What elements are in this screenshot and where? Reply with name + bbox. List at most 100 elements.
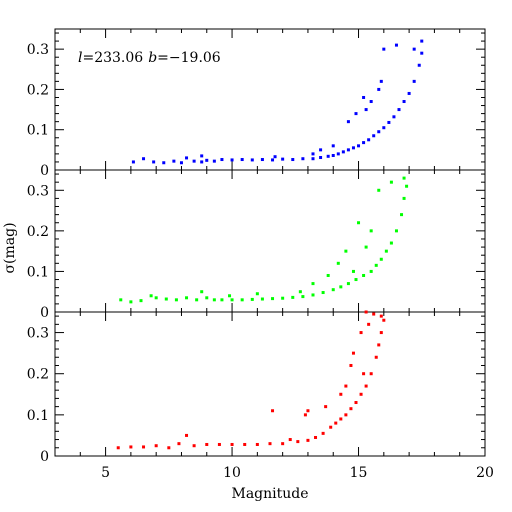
data-point [220,298,224,302]
data-point [174,298,178,302]
data-point [344,384,348,388]
data-point [271,158,275,162]
data-point [167,446,171,450]
data-point [152,160,156,164]
y-tick-label: 0.3 [27,183,49,199]
panel-frame [54,169,486,313]
data-point [142,445,146,449]
data-point [357,221,361,225]
data-point [339,392,343,396]
data-point [129,445,133,449]
data-point [367,138,371,142]
data-point [351,146,355,150]
y-tick-label: 0.2 [27,367,49,383]
data-point [402,196,406,200]
y-tick-label: 0.2 [27,224,49,240]
data-point [154,296,158,300]
data-point [164,297,168,301]
data-point [331,144,335,148]
data-point [369,229,373,233]
data-point [230,298,234,302]
data-point [192,444,196,448]
data-point [291,295,295,299]
y-tick-label: 0.3 [27,326,49,342]
data-point [306,438,310,442]
data-point [326,273,330,277]
data-point [326,154,330,158]
data-point [185,156,189,160]
data-point [334,421,338,425]
data-point [281,157,285,161]
data-point [281,442,285,446]
data-point [374,263,378,267]
data-point [255,292,259,296]
data-point [346,282,350,286]
data-point [142,157,146,161]
data-point [311,293,315,297]
data-point [412,47,416,51]
data-point [311,282,315,286]
data-point [389,241,393,245]
data-point [351,269,355,273]
x-tick-label: 10 [223,465,241,481]
data-point [359,392,363,396]
data-point [205,442,209,446]
data-point [349,407,353,411]
data-point [298,290,302,294]
data-point [301,157,305,161]
y-tick-label: 0.1 [27,264,49,280]
data-point [306,409,310,413]
data-point [228,294,232,298]
data-point [260,297,264,301]
data-point [420,39,424,43]
data-point [205,158,209,162]
data-point [331,288,335,292]
data-point [321,291,325,295]
data-point [243,442,247,446]
data-point [291,158,295,162]
data-point [162,161,166,165]
data-point [392,115,396,119]
data-point [379,331,383,335]
data-point [319,148,323,152]
data-point [379,257,383,261]
data-point [374,355,378,359]
data-point [230,442,234,446]
data-point [364,108,368,112]
data-point [377,343,381,347]
data-point [369,372,373,376]
x-tick-label: 20 [476,465,494,481]
data-point [387,120,391,124]
data-point [192,159,196,163]
data-point [230,158,234,162]
data-point [351,351,355,355]
data-point [185,296,189,300]
data-point [379,79,383,83]
data-point [400,213,404,217]
data-point [362,372,366,376]
data-point [364,384,368,388]
data-point [362,95,366,99]
data-point [268,442,272,446]
y-tick-label: 0.1 [27,123,49,139]
data-point [336,152,340,156]
x-tick-label: 15 [350,465,368,481]
data-point [220,158,224,162]
data-point [301,295,305,299]
data-point [346,148,350,152]
data-point [405,184,409,188]
data-point [331,153,335,157]
data-point [377,188,381,192]
data-point [417,63,421,67]
data-point [200,154,204,158]
data-point [329,425,333,429]
data-point [296,440,300,444]
data-point [402,176,406,180]
data-point [260,158,264,162]
data-point [255,442,259,446]
data-point [139,299,143,303]
data-point [382,47,386,51]
data-point [382,318,386,322]
chart-panels: 0 0.1 0.2 0.3 0 0.1 0.2 0.3 0 0.1 0.2 0.3 5 10 15 20 [27,28,494,481]
data-point [346,120,350,124]
